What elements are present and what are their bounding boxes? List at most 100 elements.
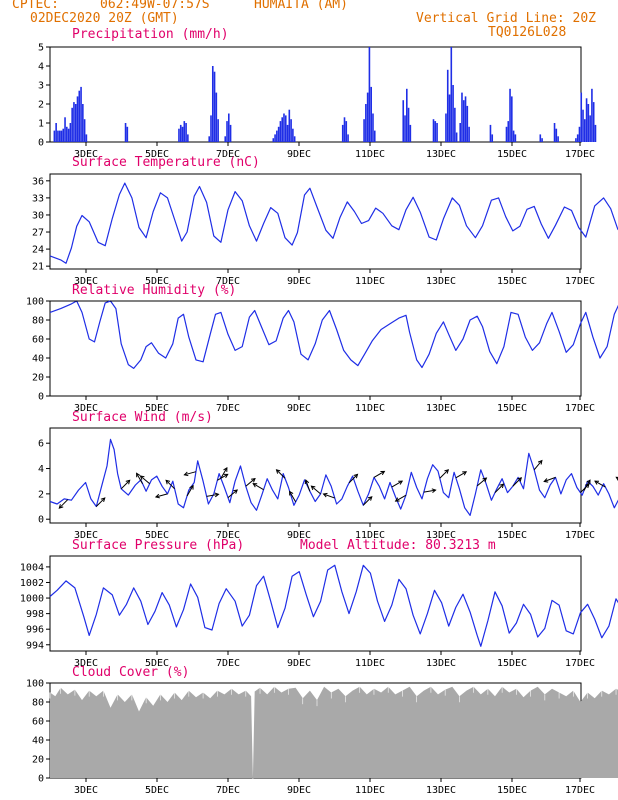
x-tick-label: 13DEC <box>426 276 456 287</box>
header-source: CPTEC: <box>12 0 59 12</box>
y-tick-label: 5 <box>38 43 44 54</box>
y-tick-label: 20 <box>32 755 44 766</box>
series-line <box>49 438 618 516</box>
wind-arrow-head <box>136 472 141 478</box>
precip-bar <box>514 134 517 142</box>
wind-arrow <box>348 474 358 484</box>
precip-bar <box>491 134 494 142</box>
panel-frame <box>49 46 582 143</box>
precip-bar <box>445 113 447 142</box>
y-tick-label: 24 <box>32 245 44 256</box>
precip-bar <box>580 92 583 142</box>
precip-bar <box>343 117 346 142</box>
precip-bar <box>229 124 232 142</box>
wind-arrow-head <box>125 479 131 485</box>
y-tick-label: 20 <box>32 373 44 384</box>
wind-arrow <box>533 460 543 471</box>
precip-bar <box>511 96 513 142</box>
precip-bar <box>76 96 79 142</box>
x-tick-label: 15DEC <box>497 530 527 541</box>
x-tick-label: 17DEC <box>565 403 595 414</box>
y-tick-label: 27 <box>32 228 44 239</box>
series-line <box>49 300 618 369</box>
y-tick-label: 60 <box>32 335 44 346</box>
precip-bar <box>290 119 292 142</box>
precip-bar <box>589 115 591 142</box>
panel-frame <box>49 173 582 270</box>
wind-arrow <box>276 469 286 479</box>
precip-bar <box>404 115 406 142</box>
panel-frame <box>49 555 582 652</box>
panel-frame <box>49 300 582 397</box>
wind-arrow-head <box>499 483 505 489</box>
wind-arrow-head <box>537 459 543 465</box>
precip-bar <box>215 92 218 142</box>
y-tick-label: 0 <box>38 774 44 785</box>
wind-arrow-head <box>189 484 194 490</box>
wind-arrow-head <box>482 477 488 483</box>
y-tick-label: 1000 <box>20 594 44 605</box>
wind-arrow-head <box>543 478 549 483</box>
precip-bar <box>187 134 189 142</box>
wind-arrow <box>136 473 143 484</box>
precip-bar <box>587 104 590 142</box>
wind-arrow-head <box>252 483 258 488</box>
y-tick-label: 6 <box>38 439 44 450</box>
x-tick-label: 15DEC <box>497 276 527 287</box>
precip-bar <box>466 105 469 142</box>
x-tick-label: 5DEC <box>145 276 169 287</box>
y-tick-label: 0 <box>38 138 44 149</box>
precip-bar <box>489 124 492 142</box>
precip-bar <box>83 119 86 142</box>
precip-bar <box>446 69 449 142</box>
y-tick-label: 100 <box>26 297 44 308</box>
precip-bar <box>80 86 82 142</box>
precip-bar <box>64 117 66 142</box>
panel-title-cloud-cover: Cloud Cover (%) <box>72 665 190 680</box>
precip-bar <box>592 102 595 142</box>
precip-bar <box>69 123 72 142</box>
wind-arrow-head <box>431 488 437 493</box>
x-tick-label: 11DEC <box>355 403 385 414</box>
y-tick-label: 0 <box>38 515 44 526</box>
precip-bar <box>575 138 577 142</box>
x-tick-label: 11DEC <box>355 658 385 669</box>
x-tick-label: 9DEC <box>287 658 311 669</box>
wind-arrow-head <box>275 469 281 474</box>
wind-arrow <box>140 475 151 485</box>
wind-arrow <box>439 469 449 479</box>
precip-bar <box>283 113 285 142</box>
precip-bar <box>210 115 212 142</box>
wind-arrow <box>186 485 194 497</box>
precip-bar <box>436 123 438 142</box>
y-tick-label: 4 <box>38 62 44 73</box>
precip-bar <box>71 107 73 142</box>
wind-arrow <box>544 476 556 482</box>
x-tick-label: 15DEC <box>497 403 527 414</box>
wind-arrow-head <box>367 496 373 501</box>
precip-bar <box>363 119 365 142</box>
precip-bar <box>594 124 597 142</box>
header-grid-note: Vertical Grid Line: 20Z <box>416 11 597 26</box>
precip-bar <box>78 90 81 142</box>
y-tick-label: 1002 <box>20 578 44 589</box>
x-tick-label: 7DEC <box>216 785 240 796</box>
precip-bar <box>179 124 182 142</box>
x-tick-label: 13DEC <box>426 658 456 669</box>
wind-arrow-head <box>353 473 359 479</box>
x-tick-label: 17DEC <box>565 658 595 669</box>
header-location: HUMAITA (AM) <box>254 0 348 12</box>
y-tick-label: 2 <box>38 100 44 111</box>
wind-arrow <box>245 478 256 487</box>
precip-bar <box>274 134 276 142</box>
wind-arrow <box>227 489 238 499</box>
y-tick-label: 1004 <box>20 562 44 573</box>
precip-bar <box>541 138 543 142</box>
x-tick-label: 17DEC <box>565 149 595 160</box>
wind-arrow-head <box>223 467 228 472</box>
series-line <box>49 564 618 647</box>
wind-arrow-head <box>322 492 328 498</box>
wind-arrow <box>583 479 591 491</box>
wind-arrow-head <box>584 483 590 489</box>
precip-bar <box>276 130 278 142</box>
